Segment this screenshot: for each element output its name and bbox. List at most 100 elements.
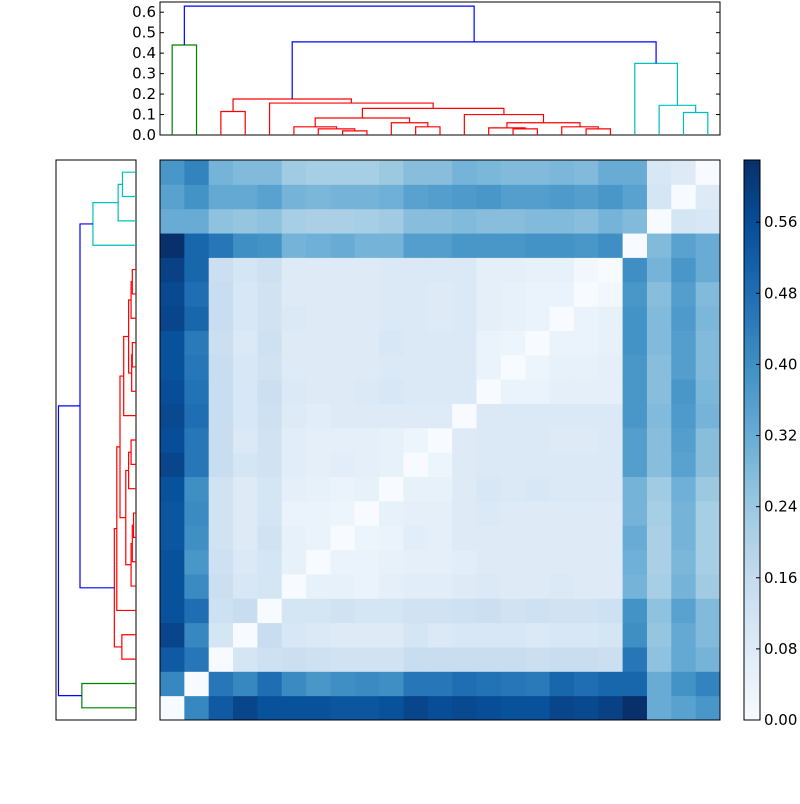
heatmap-cell [208, 452, 234, 478]
heatmap-cell [233, 427, 258, 453]
heatmap-cell [184, 500, 210, 526]
heatmap-cell [646, 233, 672, 258]
heatmap-cell [184, 160, 210, 185]
colorbar-segment [744, 444, 760, 449]
colorbar-segment [744, 436, 760, 441]
heatmap-cell [573, 354, 599, 380]
heatmap-cell [208, 281, 234, 307]
heatmap-cell [598, 573, 624, 599]
heatmap-cell [379, 281, 404, 307]
heatmap-cell [330, 427, 356, 453]
heatmap-cell [452, 257, 478, 283]
heatmap-cell [452, 208, 478, 234]
heatmap-cell [671, 573, 697, 599]
colorbar-segment [744, 704, 760, 709]
heatmap-cell [500, 379, 526, 404]
heatmap-cell [257, 427, 283, 453]
heatmap-cell [646, 208, 672, 234]
colorbar-segment [744, 516, 760, 521]
colorbar-segment [744, 344, 760, 349]
heatmap-cell [452, 330, 478, 356]
heatmap-cell [646, 622, 672, 648]
heatmap-cell [573, 476, 599, 502]
heatmap-cell [549, 257, 575, 283]
colorbar-segment [744, 376, 760, 381]
heatmap-cell [379, 330, 404, 356]
heatmap-cell [160, 233, 185, 258]
heatmap-cell [427, 452, 453, 478]
heatmap-cell [403, 695, 429, 721]
top-dendrogram-frame [159, 1, 721, 136]
heatmap-cell [452, 160, 478, 185]
heatmap-cell [281, 330, 307, 356]
colorbar-segment [744, 204, 760, 209]
colorbar-tick-label: 0.08 [764, 640, 797, 658]
heatmap-cell [573, 233, 599, 258]
colorbar-segment [744, 364, 760, 369]
heatmap-cell [160, 622, 185, 648]
heatmap-cell [403, 208, 429, 234]
heatmap-cell [549, 573, 575, 599]
heatmap-cell [208, 525, 234, 551]
heatmap-cell [646, 306, 672, 331]
heatmap-cell [306, 573, 331, 599]
heatmap-cell [525, 598, 551, 624]
colorbar-segment [744, 636, 760, 641]
heatmap-cell [598, 525, 624, 551]
colorbar-segment [744, 612, 760, 617]
colorbar-segment [744, 176, 760, 181]
heatmap-cell [233, 573, 258, 599]
heatmap-cell [622, 330, 648, 356]
colorbar: 0.00 0.08 0.16 0.24 0.32 0.40 0.48 0.56 [743, 159, 797, 729]
heatmap-cell [646, 476, 672, 502]
heatmap-cell [622, 208, 648, 234]
heatmap-cell [184, 427, 210, 453]
heatmap-cell [427, 646, 453, 672]
heatmap-cell [403, 598, 429, 624]
heatmap-cell [573, 671, 599, 697]
heatmap-cell [257, 306, 283, 331]
heatmap-cell [622, 500, 648, 526]
heatmap-cell [500, 452, 526, 478]
colorbar-segment [744, 396, 760, 401]
heatmap-cell [500, 281, 526, 307]
heatmap-cell [671, 476, 697, 502]
heatmap-cell [257, 354, 283, 380]
heatmap-cell [573, 281, 599, 307]
heatmap-cell [476, 427, 502, 453]
heatmap-cell [549, 354, 575, 380]
heatmap-cell [671, 646, 697, 672]
heatmap-cell [306, 208, 331, 234]
heatmap-cell [403, 500, 429, 526]
heatmap-cell [160, 184, 185, 210]
heatmap-cell [379, 573, 404, 599]
heatmap-cell [476, 622, 502, 648]
colorbar-segment [744, 328, 760, 333]
heatmap-cell [452, 452, 478, 478]
y-tick-label: 0.0 [132, 126, 156, 144]
heatmap-cell [330, 646, 356, 672]
heatmap-cell [403, 306, 429, 331]
heatmap-cell [427, 160, 453, 185]
colorbar-segment [744, 604, 760, 609]
heatmap-cell [476, 476, 502, 502]
heatmap-cell [622, 354, 648, 380]
colorbar-segment [744, 628, 760, 633]
colorbar-segment [744, 372, 760, 377]
heatmap-cell [306, 525, 331, 551]
heatmap-cell [671, 160, 697, 185]
heatmap-cell [330, 233, 356, 258]
colorbar-segment [744, 356, 760, 361]
heatmap-cell [257, 208, 283, 234]
heatmap-cell [330, 622, 356, 648]
heatmap-cell [354, 427, 380, 453]
heatmap-cell [379, 208, 404, 234]
heatmap-cell [306, 549, 331, 575]
heatmap-cell [160, 330, 185, 356]
heatmap-cell [281, 233, 307, 258]
heatmap-cell [257, 476, 283, 502]
heatmap-cell [160, 403, 185, 429]
heatmap-cell [306, 622, 331, 648]
heatmap-cell [671, 525, 697, 551]
heatmap-cell [208, 622, 234, 648]
